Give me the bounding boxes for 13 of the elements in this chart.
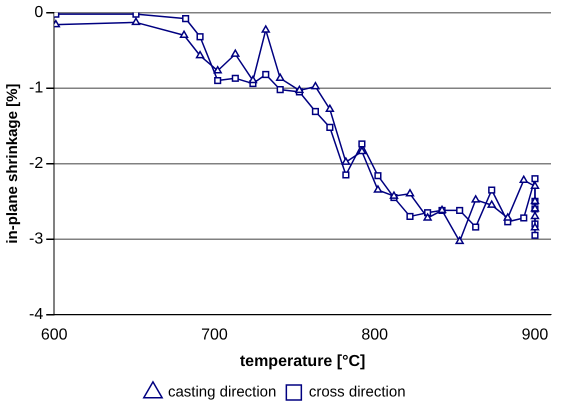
y-tick-label: -4 [28,306,44,324]
x-tick-label: 900 [522,326,548,344]
y-axis-title: in-plane shrinkage [%] [4,84,22,244]
x-tick-label: 700 [201,326,228,344]
y-tick-label: -3 [28,230,44,248]
legend-label: casting direction [168,384,276,401]
y-tick-label: -1 [28,80,44,97]
x-tick-label: 800 [361,326,388,344]
x-tick-label: 600 [40,326,68,344]
legend-label: cross direction [308,384,406,401]
x-axis-title: temperature [°C] [240,352,366,370]
y-tick-label: 0 [34,4,44,22]
y-tick-label: -2 [28,155,44,172]
